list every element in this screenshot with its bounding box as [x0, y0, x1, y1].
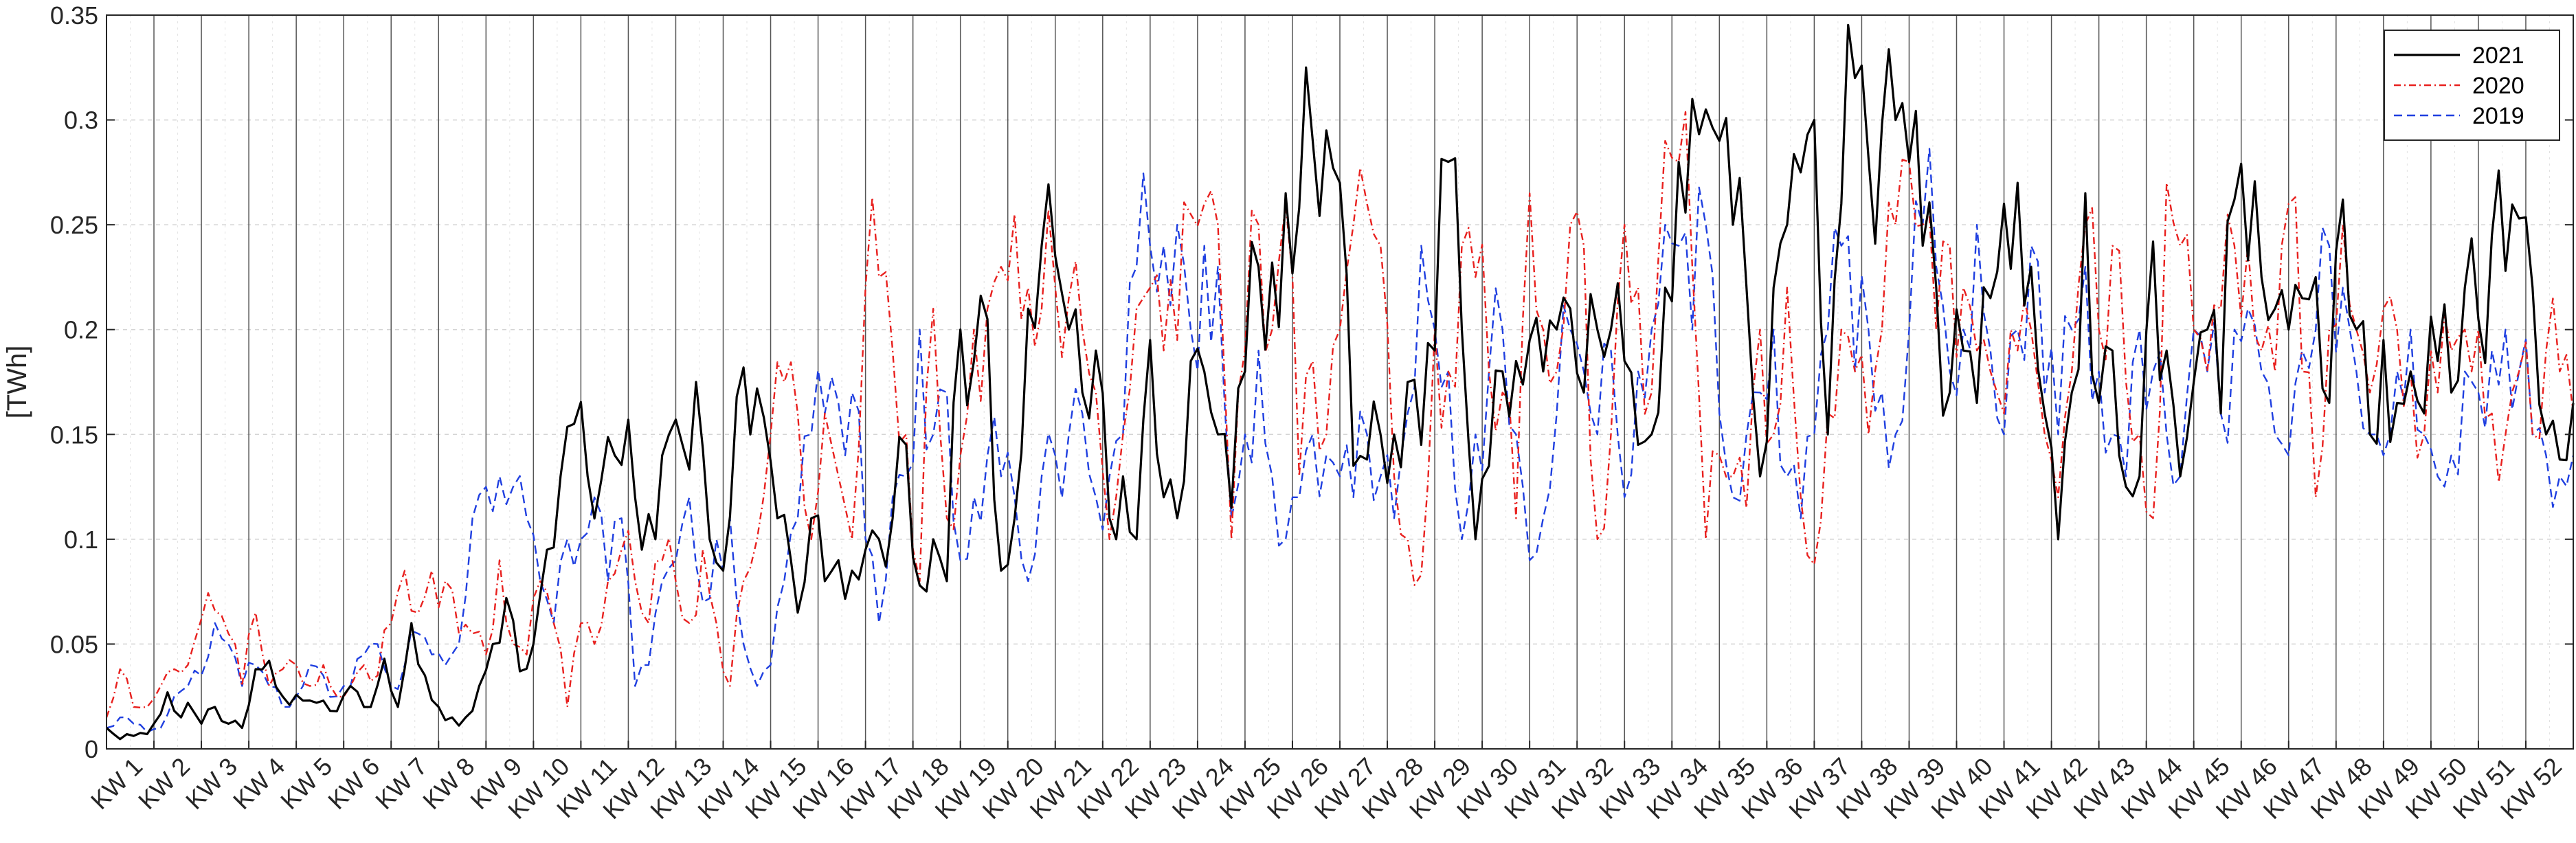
y-axis-label: [TWh] — [2, 346, 32, 419]
y-tick-label: 0 — [85, 735, 98, 763]
x-tick-label: KW 5 — [275, 752, 337, 815]
x-tick-label: KW 6 — [322, 752, 385, 815]
legend: 2021 2020 2019 — [2384, 30, 2560, 141]
legend-label-2020: 2020 — [2472, 73, 2524, 99]
x-tick-label: KW 7 — [370, 752, 432, 815]
y-tick-label: 0.1 — [64, 526, 98, 554]
y-tick-label: 0.05 — [50, 630, 98, 658]
series-lines — [105, 23, 2575, 741]
x-axis-ticks: KW 1KW 2KW 3KW 4KW 5KW 6KW 7KW 8KW 9KW 1… — [85, 741, 2567, 824]
y-tick-label: 0.35 — [50, 1, 98, 30]
y-axis-ticks: 0 0.05 0.1 0.15 0.2 0.25 0.3 0.35 — [50, 1, 2573, 763]
y-tick-label: 0.2 — [64, 316, 98, 344]
grid — [107, 15, 2573, 749]
x-tick-label: KW 3 — [180, 752, 243, 815]
legend-label-2021: 2021 — [2472, 43, 2524, 69]
series-line-2019 — [106, 148, 2575, 733]
x-tick-label: KW 8 — [417, 752, 480, 815]
y-tick-label: 0.3 — [64, 106, 98, 135]
legend-label-2019: 2019 — [2472, 103, 2524, 129]
x-tick-label: KW 4 — [227, 752, 290, 815]
series-line-2021 — [105, 23, 2575, 741]
y-tick-label: 0.25 — [50, 211, 98, 239]
y-tick-label: 0.15 — [50, 420, 98, 449]
x-tick-label: KW 2 — [133, 752, 195, 815]
